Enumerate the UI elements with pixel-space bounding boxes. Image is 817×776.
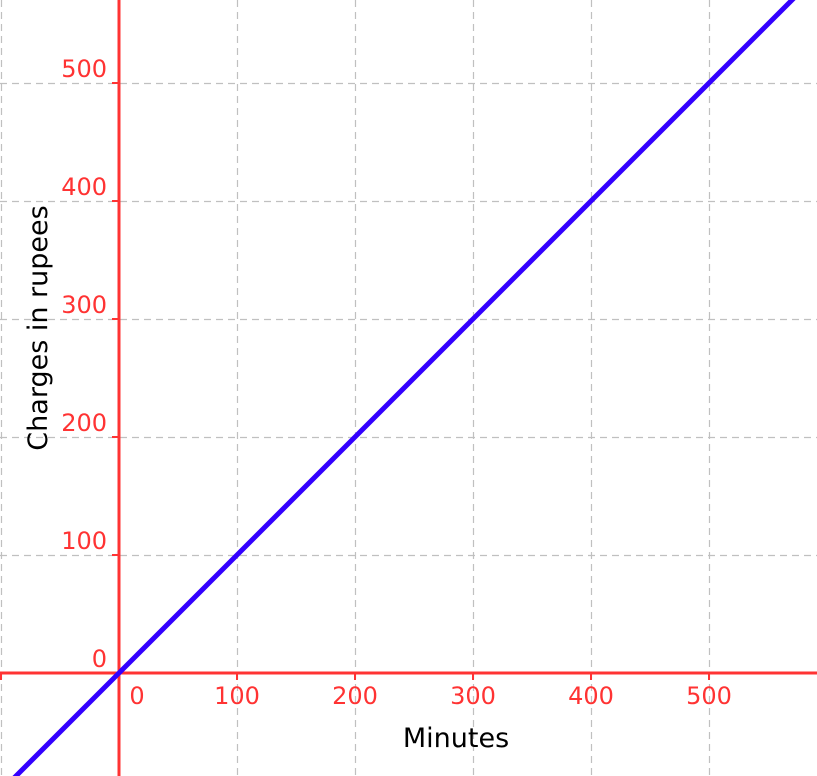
- y-tick-label: 300: [61, 291, 107, 319]
- y-tick-label: 400: [61, 173, 107, 201]
- y-tick-label: 500: [61, 55, 107, 83]
- x-tick-label: 400: [568, 682, 614, 710]
- x-tick-label: 200: [332, 682, 378, 710]
- x-tick-label: 500: [686, 682, 732, 710]
- x-tick-label: 300: [450, 682, 496, 710]
- x-tick-label: 0: [129, 682, 144, 710]
- y-tick-label: 200: [61, 409, 107, 437]
- y-tick-label: 0: [92, 645, 107, 673]
- x-axis-label: Minutes: [403, 723, 509, 754]
- x-tick-label: 100: [214, 682, 260, 710]
- y-tick-label: 100: [61, 527, 107, 555]
- y-axis-label: Charges in rupees: [23, 205, 54, 450]
